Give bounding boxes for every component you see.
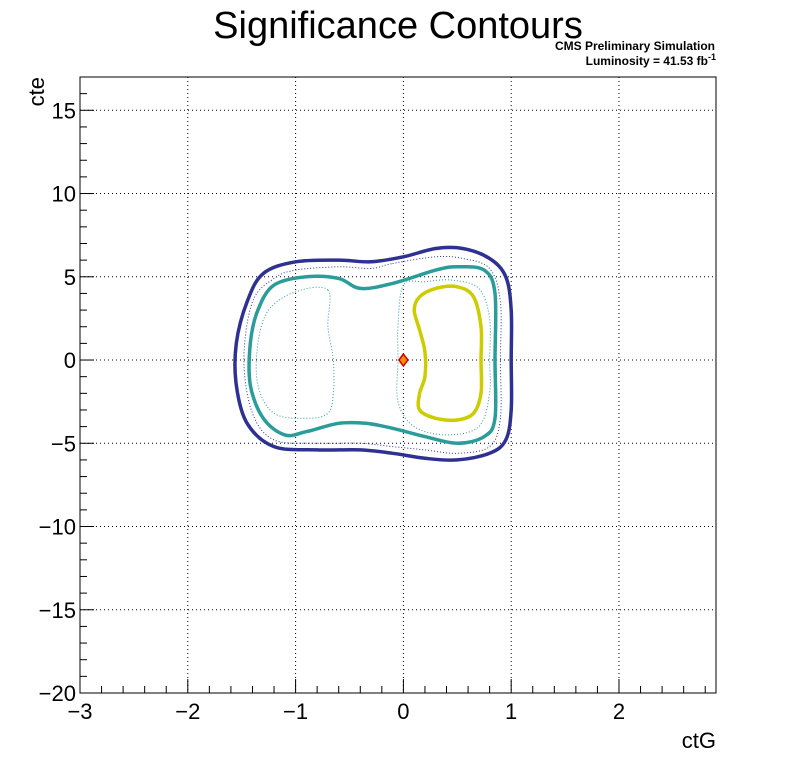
x-tick-label: 2 [613, 699, 625, 724]
x-tick-label: 1 [505, 699, 517, 724]
contour-solid-0 [233, 245, 514, 462]
contour-solid-2 [247, 264, 498, 446]
best-fit-point [397, 352, 409, 368]
y-tick-label: −20 [39, 681, 76, 706]
x-tick-label: 0 [397, 699, 409, 724]
x-axis-label: ctG [682, 728, 716, 753]
y-tick-label: 0 [64, 348, 76, 373]
x-tick-label: −1 [283, 699, 308, 724]
contours [233, 245, 514, 462]
cms-label: CMS Preliminary Simulation [555, 39, 715, 53]
y-tick-label: 10 [52, 182, 76, 207]
x-tick-label: −3 [67, 699, 92, 724]
y-tick-label: −5 [51, 431, 76, 456]
contour-dotted-4 [396, 279, 491, 436]
best-fit-marker [397, 352, 409, 368]
chart-title: Significance Contours [213, 5, 583, 47]
x-tick-label: −2 [175, 699, 200, 724]
plot-frame [79, 76, 717, 694]
y-axis-label: cte [24, 77, 49, 106]
y-tick-label: −10 [39, 515, 76, 540]
y-tick-label: 5 [64, 265, 76, 290]
y-tick-label: 15 [52, 98, 76, 123]
luminosity-sup: -1 [708, 52, 716, 62]
luminosity-label: Luminosity = 41.53 fb [586, 54, 708, 68]
contour-dotted-3 [255, 286, 335, 419]
contour-solid-5 [412, 284, 484, 423]
y-tick-label: −15 [39, 598, 76, 623]
